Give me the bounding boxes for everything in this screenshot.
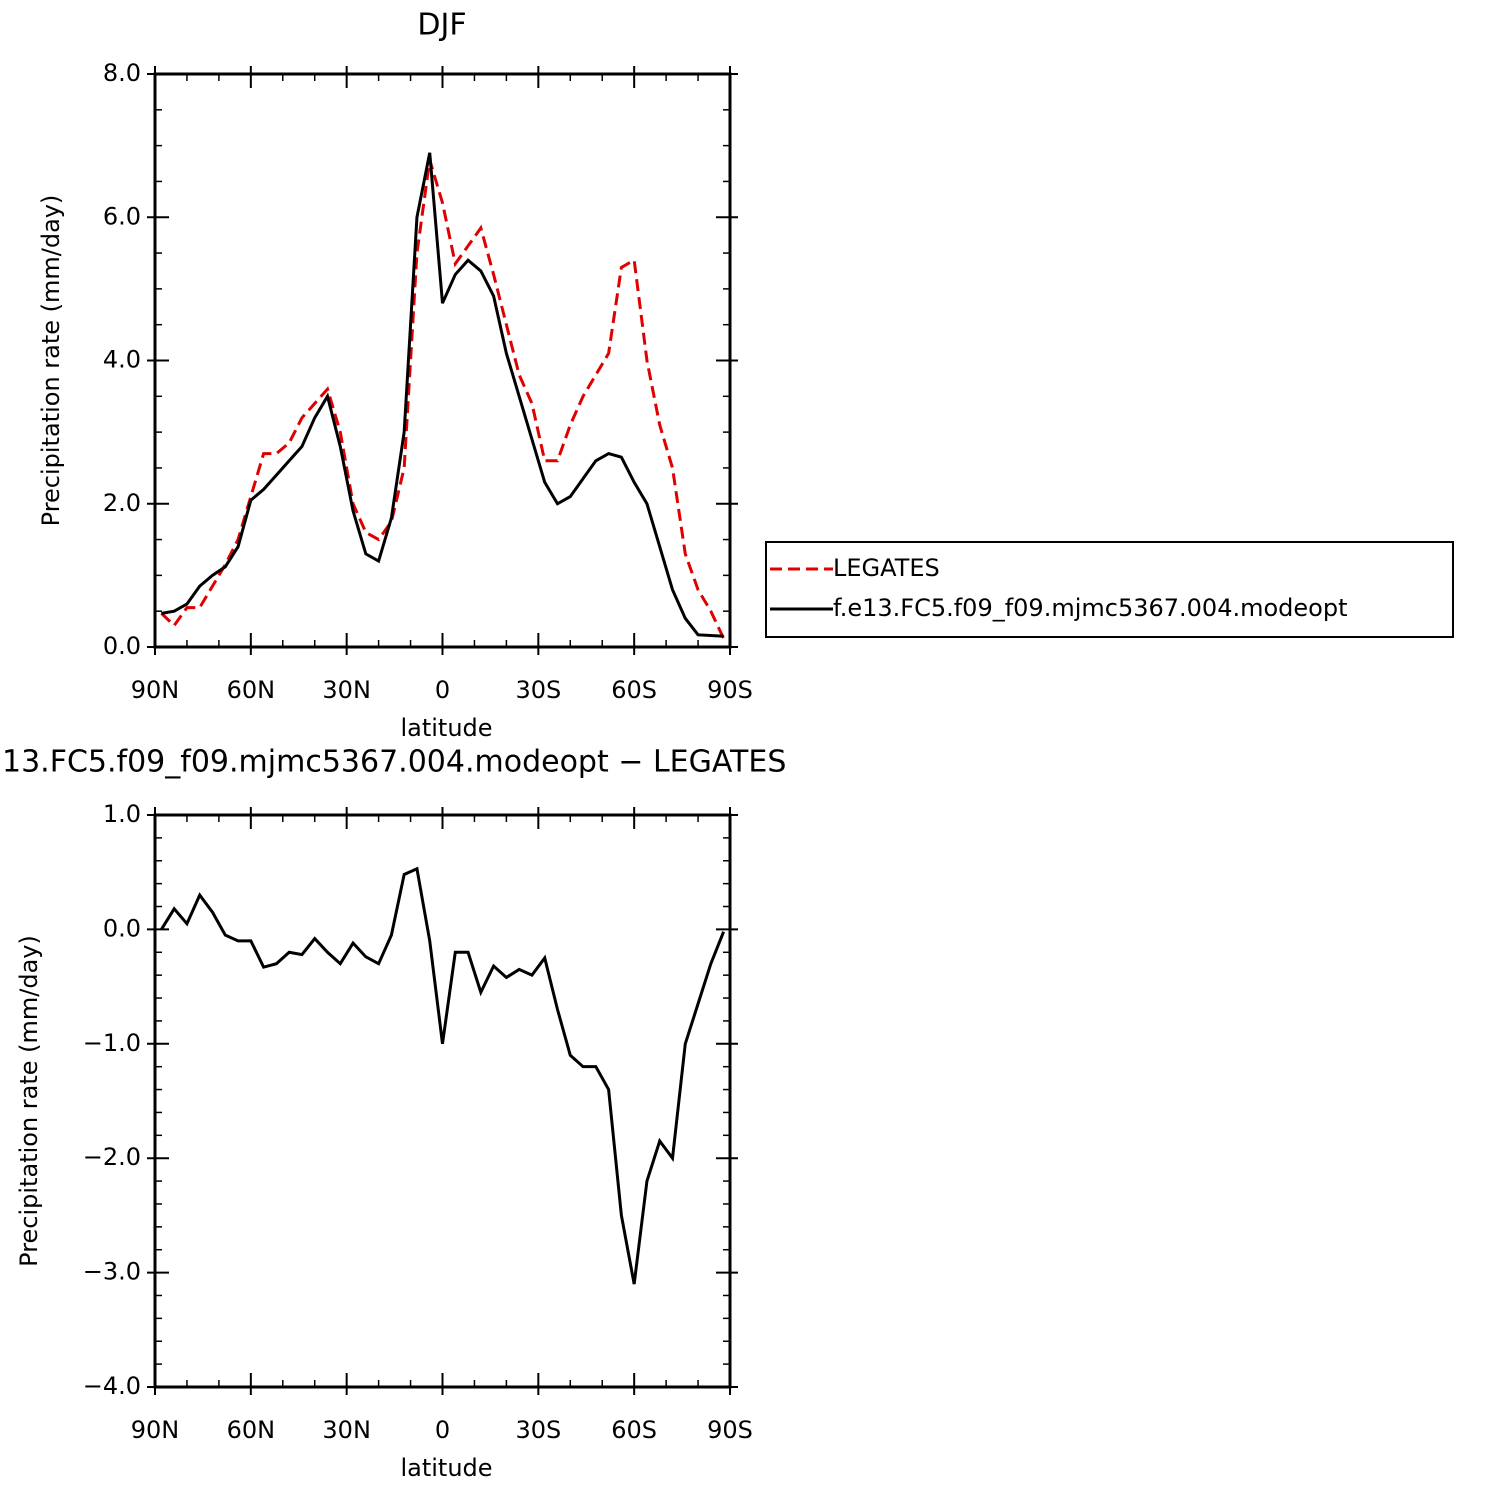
x-tick-label: 30N bbox=[322, 1416, 371, 1444]
legend-box bbox=[765, 541, 1454, 638]
legend-label: LEGATES bbox=[833, 554, 940, 582]
x-axis-label: latitude bbox=[400, 1454, 492, 1482]
x-tick-label: 30S bbox=[515, 1416, 561, 1444]
x-tick-label: 60N bbox=[227, 676, 276, 704]
data-line bbox=[160, 159, 725, 640]
x-tick-label: 30S bbox=[515, 676, 561, 704]
y-tick-label: 8.0 bbox=[103, 59, 141, 87]
chart-title: 13.FC5.f09_f09.mjmc5367.004.modeopt − LE… bbox=[2, 745, 786, 780]
x-tick-label: 60N bbox=[227, 1416, 276, 1444]
legend-label: f.e13.FC5.f09_f09.mjmc5367.004.modeopt bbox=[833, 594, 1348, 622]
x-tick-label: 90S bbox=[707, 1416, 753, 1444]
x-tick-label: 60S bbox=[611, 676, 657, 704]
y-tick-label: 2.0 bbox=[103, 489, 141, 517]
x-tick-label: 90S bbox=[707, 676, 753, 704]
data-line bbox=[161, 152, 724, 638]
x-axis-label: latitude bbox=[400, 714, 492, 742]
x-tick-label: 90N bbox=[131, 1416, 180, 1444]
chart-title: DJF bbox=[417, 8, 466, 43]
x-tick-label: 90N bbox=[131, 676, 180, 704]
x-tick-label: 30N bbox=[322, 676, 371, 704]
x-tick-label: 0 bbox=[435, 1416, 450, 1444]
y-tick-label: 4.0 bbox=[103, 346, 141, 374]
plot-frame bbox=[153, 72, 732, 649]
y-axis-label: Precipitation rate (mm/day) bbox=[37, 195, 65, 527]
plot-frame bbox=[153, 813, 732, 1389]
y-tick-label: −3.0 bbox=[83, 1258, 141, 1286]
y-tick-label: −2.0 bbox=[83, 1143, 141, 1171]
y-tick-label: −4.0 bbox=[83, 1372, 141, 1400]
y-axis-label: Precipitation rate (mm/day) bbox=[15, 935, 43, 1267]
y-tick-label: 6.0 bbox=[103, 202, 141, 230]
x-tick-label: 0 bbox=[435, 676, 450, 704]
y-tick-label: 0.0 bbox=[103, 632, 141, 660]
x-tick-label: 60S bbox=[611, 1416, 657, 1444]
data-line bbox=[160, 866, 726, 1285]
y-tick-label: −1.0 bbox=[83, 1029, 141, 1057]
y-tick-label: 1.0 bbox=[103, 800, 141, 828]
y-tick-label: 0.0 bbox=[103, 914, 141, 942]
